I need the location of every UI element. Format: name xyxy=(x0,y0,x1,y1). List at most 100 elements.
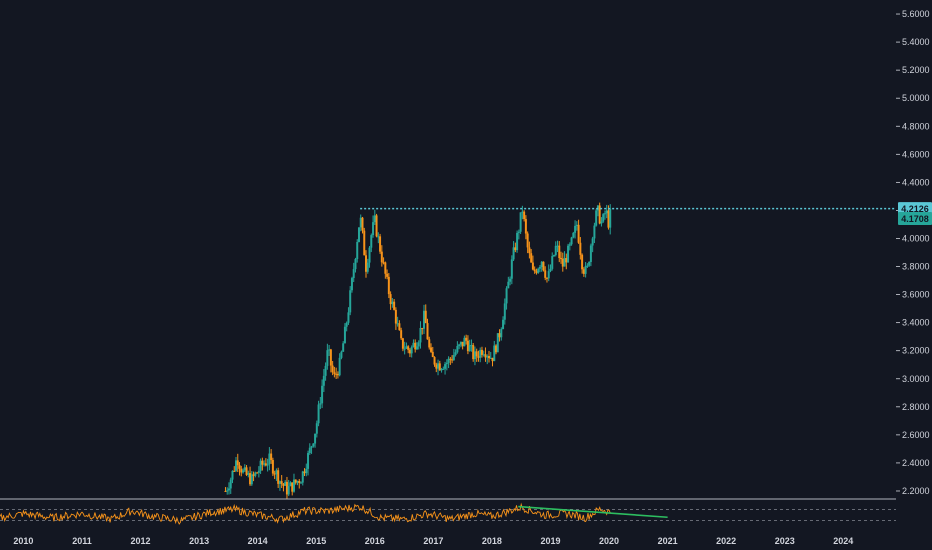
candle-up xyxy=(486,356,489,358)
price-axis[interactable]: 2.2000 2.4000 2.6000 2.8000 3.0000 3.2000 3.40… xyxy=(896,9,930,496)
candle-up xyxy=(458,344,461,347)
candle-down xyxy=(431,351,434,358)
candle-up xyxy=(588,261,591,266)
candle-up xyxy=(315,423,318,434)
candle-up xyxy=(516,232,519,251)
candle-down xyxy=(466,340,469,352)
candle-up xyxy=(567,245,570,263)
candle-up xyxy=(263,463,266,465)
candle-up xyxy=(440,368,443,371)
candle-up xyxy=(410,346,413,354)
candle-up xyxy=(482,354,485,356)
candle-down xyxy=(384,262,387,274)
candle-up xyxy=(454,352,457,355)
candle-up xyxy=(359,217,362,228)
candle-up xyxy=(266,464,269,466)
candle-up xyxy=(586,265,589,267)
candle-down xyxy=(421,327,424,329)
candle-down xyxy=(236,460,239,466)
candle-up xyxy=(554,245,557,256)
candle-up xyxy=(275,470,278,475)
candle-up xyxy=(459,341,462,345)
y-tick-label: 2.4000 xyxy=(902,458,930,468)
candle-up xyxy=(301,471,304,483)
candle-down xyxy=(249,473,252,485)
resistance-price-label: 4.2126 xyxy=(901,204,929,214)
candle-up xyxy=(300,482,303,484)
candle-up xyxy=(370,235,373,248)
candle-up xyxy=(510,259,513,279)
rsi-indicator-panel[interactable] xyxy=(0,498,896,525)
candle-down xyxy=(558,245,561,259)
candle-up xyxy=(254,472,257,476)
candle-down xyxy=(530,253,533,263)
candle-down xyxy=(331,365,334,373)
candle-up xyxy=(540,261,543,267)
candle-down xyxy=(465,337,468,341)
candle-up xyxy=(605,210,608,214)
candle-down xyxy=(294,479,297,483)
candle-up xyxy=(366,262,369,272)
x-tick-label: 2010 xyxy=(13,536,33,546)
candle-down xyxy=(329,349,332,366)
candle-down xyxy=(282,483,285,486)
candle-down xyxy=(414,342,417,350)
candle-down xyxy=(484,354,487,358)
candle-up xyxy=(470,345,473,347)
candle-up xyxy=(589,245,592,262)
candle-down xyxy=(607,210,610,228)
candle-up xyxy=(259,460,262,471)
x-tick-label: 2020 xyxy=(599,536,619,546)
candle-up xyxy=(247,473,250,475)
time-axis[interactable]: 2010 2011 2012 2013 2014 2015 2016 2017 2018 2019… xyxy=(13,536,853,546)
candle-up xyxy=(549,268,552,272)
candle-down xyxy=(280,481,283,484)
candle-up xyxy=(442,368,445,370)
candle-down xyxy=(256,472,259,474)
candle-down xyxy=(533,269,536,272)
candle-up xyxy=(310,446,313,448)
x-tick-label: 2023 xyxy=(775,536,795,546)
candle-up xyxy=(231,470,234,480)
candle-up xyxy=(305,468,308,474)
candle-up xyxy=(502,319,505,330)
candle-up xyxy=(340,351,343,358)
last-price-label: 4.1708 xyxy=(901,214,929,224)
candle-up xyxy=(574,225,577,233)
y-tick-label: 5.0000 xyxy=(902,93,930,103)
candle-up xyxy=(593,225,596,239)
candle-down xyxy=(270,453,273,461)
candle-up xyxy=(602,214,605,222)
candle-up xyxy=(250,474,253,485)
candle-up xyxy=(489,357,492,359)
candle-up xyxy=(568,244,571,246)
candle-up xyxy=(584,265,587,274)
candle-up xyxy=(368,247,371,263)
candle-up xyxy=(437,363,440,369)
candle-up xyxy=(517,231,520,233)
candle-down xyxy=(426,323,429,340)
candle-down xyxy=(261,460,264,465)
candle-down xyxy=(523,211,526,220)
candle-down xyxy=(240,468,243,473)
candle-down xyxy=(475,351,478,357)
y-tick-label: 3.6000 xyxy=(902,290,930,300)
x-tick-label: 2021 xyxy=(658,536,678,546)
x-tick-label: 2016 xyxy=(365,536,385,546)
candle-up xyxy=(268,453,271,465)
candle-up xyxy=(312,443,315,447)
candle-up xyxy=(603,213,606,215)
x-tick-label: 2018 xyxy=(482,536,502,546)
candle-up xyxy=(324,365,327,376)
x-tick-label: 2014 xyxy=(248,536,268,546)
candle-down xyxy=(380,251,383,263)
candle-down xyxy=(291,482,294,492)
candle-down xyxy=(264,463,267,466)
candle-down xyxy=(579,242,582,255)
rsi-divergence-trend-line[interactable] xyxy=(518,505,668,519)
candle-up xyxy=(373,215,376,223)
candle-down xyxy=(472,345,475,360)
x-tick-label: 2015 xyxy=(306,536,326,546)
candle-down xyxy=(495,345,498,353)
